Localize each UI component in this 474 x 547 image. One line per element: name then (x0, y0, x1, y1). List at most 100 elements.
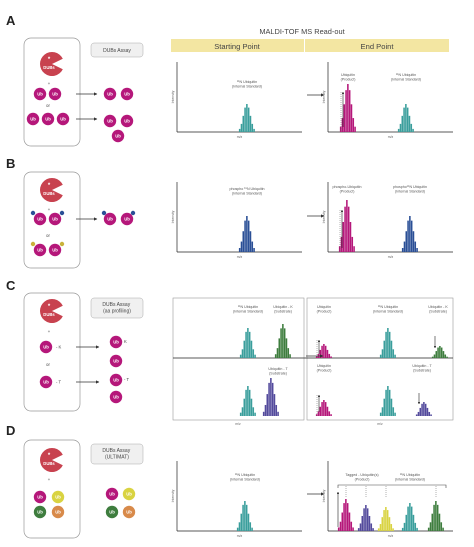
plus-sign: + (48, 81, 51, 86)
panel-c-assay-pill (90, 297, 144, 319)
ubiquitin-molecule: Ub (120, 87, 134, 101)
svg-text:Ub: Ub (55, 494, 61, 499)
x-axis-label: m/z (388, 255, 394, 259)
panel-c-assay-label: DUBs Assay (aa profiling) (102, 302, 131, 315)
panel-c-end-frame (306, 297, 454, 421)
ubiquitin-k-substrate-peak (431, 346, 448, 358)
y-axis-label: Intensity (322, 210, 326, 223)
k-tag: - K (56, 345, 62, 350)
svg-text:Ub: Ub (37, 91, 43, 96)
panel-c-start-label-substrate-k: Ubiquitin - K (Substrate) (273, 305, 293, 313)
panel-a-assay-label: DUBs Assay (103, 48, 131, 54)
tagged-ubiquitin-peak-1 (337, 499, 354, 531)
ubiquitin-molecule: Ub (109, 335, 123, 349)
svg-text:Ub: Ub (52, 247, 58, 252)
y-axis-label: Intensity (322, 90, 326, 103)
svg-text:Ub: Ub (37, 509, 43, 514)
ubiquitin-molecule: Ub (103, 212, 117, 226)
panel-c-end-label-substrate-t: Ubiquitin - T (Substrate) (412, 364, 432, 372)
svg-text:*: * (48, 304, 51, 310)
ubiquitin-molecule: Ub (48, 212, 62, 226)
product-bracket (337, 484, 447, 488)
panel-c-end-label-standard: ¹⁵N Ubiquitin (Internal Standard) (373, 305, 403, 313)
ubiquitin-molecule: Ub (103, 114, 117, 128)
svg-text:Ub: Ub (37, 494, 43, 499)
internal-standard-peak (379, 328, 396, 358)
svg-text:Ub: Ub (126, 509, 132, 514)
end-point-banner (305, 39, 449, 52)
y-axis-label: Intensity (171, 90, 175, 103)
svg-text:Ub: Ub (124, 118, 130, 123)
svg-text:Ub: Ub (115, 133, 121, 138)
tagged-ubiquitin-peak-3 (377, 507, 394, 531)
x-axis-label: m/z (235, 422, 241, 426)
internal-standard-peak (238, 104, 255, 132)
ubiquitin-molecule: Ub (41, 112, 55, 126)
ubiquitin-k-substrate-peak (274, 324, 291, 358)
panel-c-start-label-substrate-t: Ubiquitin - T (Substrate) (268, 367, 288, 375)
panel-a-end-label-product: Ubiquitin (Product) (341, 73, 356, 81)
panel-a-start-label: ¹⁵N Ubiquitin (Internal Standard) (232, 80, 262, 88)
ubiquitin-molecule: Ub (51, 490, 65, 504)
starting-point-label: Starting Point (214, 42, 260, 51)
svg-text:DUBs: DUBs (43, 461, 55, 466)
phospho-standard-peak (401, 216, 418, 252)
ubiquitin-molecule: Ub (33, 87, 47, 101)
header-title: MALDI-TOF MS Read-out (259, 27, 344, 36)
svg-text:Ub: Ub (124, 91, 130, 96)
ubiquitin-molecule: Ub (48, 243, 62, 257)
ubiquitin-product-peak (339, 84, 356, 132)
svg-text:Ub: Ub (107, 118, 113, 123)
dub-enzyme: DUBs * (39, 299, 63, 323)
panel-d-end-label-product: Tagged - Ubiquitin(s) (Product) (345, 473, 378, 481)
panel-a-end-chart: Intensity m/z (322, 62, 453, 139)
phospho-product-peak (338, 200, 355, 252)
panel-d-reagent-box (23, 439, 81, 539)
svg-text:Ub: Ub (52, 91, 58, 96)
ubiquitin-molecule: Ub (103, 87, 117, 101)
panel-c-end-label-substrate-k: Ubiquitin - K (Substrate) (428, 305, 448, 313)
dub-enzyme: DUBs * (40, 52, 63, 76)
or-label: or (46, 233, 50, 238)
panel-c-start-frame (172, 297, 305, 421)
dub-enzyme: DUBs * (40, 178, 63, 203)
svg-text:Ub: Ub (60, 116, 66, 121)
panel-b-end-label-product: phospho-Ubiquitin (Product) (333, 185, 362, 193)
svg-text:*: * (48, 57, 51, 63)
x-axis-label: m/z (377, 422, 383, 426)
k-residue: K (124, 339, 127, 344)
ubiquitin-molecule: Ub (48, 87, 62, 101)
ubiquitin-molecule: Ub (33, 490, 47, 504)
svg-text:Ub: Ub (45, 116, 51, 121)
svg-text:DUBs: DUBs (43, 312, 55, 317)
or-label: or (46, 362, 50, 367)
phospho-group (30, 210, 36, 216)
svg-text:DUBs: DUBs (43, 191, 55, 196)
svg-text:Ub: Ub (107, 216, 113, 221)
phospho-group (130, 210, 136, 216)
panel-b-reagent-box (23, 171, 81, 269)
x-axis-label: m/z (388, 135, 394, 139)
ubiquitin-molecule: Ub (105, 487, 119, 501)
svg-text:Ub: Ub (113, 394, 119, 399)
svg-text:Ub: Ub (124, 216, 130, 221)
panel-a-start-chart: Intensity m/z (171, 62, 302, 139)
internal-standard-peak (239, 386, 256, 416)
svg-text:Ub: Ub (109, 491, 115, 496)
phospho-group (30, 241, 36, 247)
ubiquitin-molecule: Ub (122, 505, 136, 519)
phospho-group (59, 210, 65, 216)
y-axis-label: Intensity (171, 210, 175, 223)
tagged-ubiquitin-peak-2 (357, 505, 374, 531)
end-point-label: End Point (361, 42, 395, 51)
x-axis-label: m/z (388, 534, 394, 538)
panel-d-assay-label: DUBs Assay (ULTIMAT) (102, 448, 131, 461)
panel-label-b: B (6, 156, 15, 171)
ubiquitin-molecule: Ub (111, 129, 125, 143)
panel-c-start-label-standard: ¹⁵N Ubiquitin (Internal Standard) (233, 305, 263, 313)
svg-text:Ub: Ub (43, 379, 49, 384)
internal-standard-peak (401, 503, 418, 531)
svg-text:Ub: Ub (43, 344, 49, 349)
svg-text:Ub: Ub (107, 91, 113, 96)
